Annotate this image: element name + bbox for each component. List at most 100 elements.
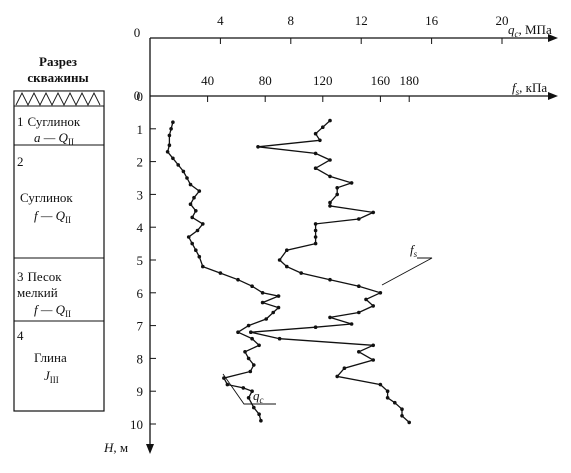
data-point-qc: [243, 350, 247, 354]
column-title-line2: скважины: [27, 70, 88, 85]
fs-series-label: fs: [410, 242, 418, 259]
qc-series-label: qc: [253, 388, 264, 405]
data-point-fs: [371, 304, 376, 308]
series-annotations: fs qc: [222, 242, 433, 405]
data-point-fs: [328, 174, 332, 179]
data-point-fs: [249, 330, 253, 335]
data-point-fs: [313, 151, 318, 156]
fs-tick-label: 160: [371, 73, 391, 88]
fs-tick-label: 120: [313, 73, 333, 88]
data-point-qc: [246, 323, 251, 328]
depth-tick-label: 4: [137, 220, 144, 235]
data-point-fs: [277, 336, 282, 341]
data-point-fs: [342, 366, 347, 371]
fs-axis-label: fs, кПа: [512, 80, 547, 97]
data-point-fs: [335, 192, 340, 197]
depth-tick-label: 6: [137, 286, 144, 301]
data-point-qc: [169, 127, 173, 131]
data-point-qc: [250, 336, 254, 341]
data-point-fs: [385, 389, 390, 394]
data-point-qc: [257, 343, 261, 348]
layer-2-number: 2: [17, 154, 24, 169]
data-point-qc: [167, 133, 172, 138]
depth-tick-label: 0: [137, 89, 144, 104]
fs-ticks: 0 40 80 120 160 180: [134, 73, 419, 103]
fs-tick-label: 180: [399, 73, 419, 88]
data-point-qc: [276, 305, 281, 310]
depth-ticks: 0 1 2 3 4 5 6 7 8 9 10: [130, 89, 156, 432]
layer-4-number: 4: [17, 328, 24, 343]
data-point-fs: [371, 358, 376, 362]
data-point-qc: [252, 405, 256, 410]
data-point-fs: [328, 158, 332, 162]
data-point-qc: [260, 291, 265, 295]
data-point-fs: [349, 322, 354, 326]
data-point-qc: [195, 228, 200, 233]
data-point-fs: [328, 204, 332, 208]
data-point-fs: [313, 325, 318, 330]
series-layer: [165, 118, 412, 425]
layer-2-index: f — QII: [34, 208, 71, 225]
series-line-qc: [166, 122, 281, 421]
data-point-qc: [246, 396, 251, 400]
qc-tick-label: 8: [288, 13, 295, 28]
data-point-fs: [385, 396, 390, 400]
data-point-fs: [313, 166, 318, 170]
data-point-qc: [194, 209, 198, 213]
data-point-qc: [276, 294, 281, 298]
data-point-qc: [257, 412, 261, 417]
data-point-qc: [186, 235, 191, 239]
layer-1-index: a — QII: [34, 130, 74, 147]
borehole-column: Разрез скважины 1 Суглинок a — QII 2 Сугл…: [13, 54, 105, 412]
data-point-qc: [241, 386, 246, 390]
data-point-fs: [299, 271, 304, 275]
qc-ticks: 0 4 8 12 16 20: [134, 13, 509, 44]
data-point-qc: [201, 222, 205, 226]
data-point-fs: [313, 241, 318, 246]
data-point-fs: [328, 118, 332, 123]
qc-tick-label: 4: [217, 13, 224, 28]
depth-tick-label: 7: [137, 319, 144, 334]
data-point-qc: [167, 143, 172, 147]
data-point-qc: [246, 356, 251, 361]
depth-tick-label: 5: [137, 253, 144, 268]
data-point-qc: [171, 156, 175, 161]
data-point-qc: [250, 284, 254, 289]
data-point-qc: [197, 254, 202, 259]
data-point-qc: [259, 418, 263, 423]
data-point-fs: [313, 222, 318, 226]
series-fs: [249, 118, 412, 425]
data-point-fs: [371, 343, 376, 348]
data-point-qc: [194, 248, 198, 252]
data-point-qc: [236, 277, 240, 282]
data-point-fs: [407, 420, 412, 425]
data-point-fs: [364, 297, 368, 302]
fs-tick-label: 80: [259, 73, 272, 88]
depth-tick-label: 1: [137, 122, 144, 137]
data-point-qc: [201, 264, 205, 269]
layer-4-index: JIII: [44, 368, 59, 385]
data-point-fs: [285, 248, 289, 252]
data-point-fs: [357, 217, 361, 221]
depth-tick-label: 3: [137, 187, 144, 202]
data-point-fs: [256, 145, 260, 149]
data-point-qc: [236, 330, 240, 335]
data-point-fs: [328, 277, 332, 282]
data-point-qc: [250, 389, 254, 394]
data-point-fs: [313, 228, 318, 233]
qc-axis-arrow: [548, 34, 558, 42]
depth-tick-label: 8: [137, 351, 144, 366]
data-point-qc: [190, 215, 194, 220]
qc-tick-label: 16: [425, 13, 439, 28]
depth-tick-label: 9: [137, 384, 144, 399]
data-point-qc: [264, 317, 269, 321]
qc-tick-label: 0: [134, 25, 141, 40]
data-point-fs: [335, 374, 340, 379]
data-point-fs: [313, 131, 318, 136]
data-point-fs: [357, 284, 361, 289]
data-point-fs: [328, 315, 332, 320]
data-point-qc: [248, 369, 253, 374]
qc-tick-label: 20: [496, 13, 509, 28]
